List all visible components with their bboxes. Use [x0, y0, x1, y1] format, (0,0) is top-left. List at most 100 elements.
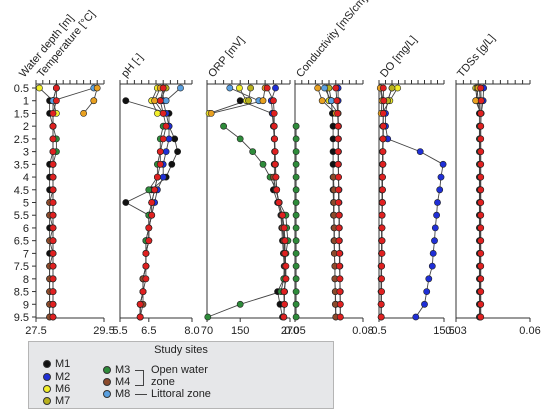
legend-dot-m6	[43, 385, 51, 393]
series-line-m3	[207, 125, 289, 318]
data-point-m2	[159, 173, 167, 181]
data-point-m10	[378, 262, 385, 270]
data-point-m10	[335, 224, 343, 232]
open-water-bracket	[135, 370, 144, 386]
x-tick-label: 6.5	[141, 325, 156, 337]
data-point-m10	[49, 224, 57, 232]
data-point-m6	[235, 84, 243, 92]
data-point-m3	[292, 249, 300, 257]
legend: Study sites M1 M2 M6 M7 M3 M4 M8 Open wa…	[28, 341, 334, 409]
data-point-m10	[477, 211, 485, 219]
series-line-m4	[139, 177, 158, 318]
data-point-m3	[249, 148, 257, 155]
data-point-m10	[271, 135, 278, 143]
data-point-m6	[36, 84, 43, 92]
data-point-m10	[477, 288, 485, 295]
data-point-m2	[429, 249, 437, 257]
data-point-m10	[335, 211, 343, 219]
data-point-m10	[477, 300, 485, 308]
data-point-m10	[159, 84, 167, 92]
data-point-m10	[159, 135, 167, 143]
data-point-m10	[335, 262, 343, 270]
panel-label-cond: Conductivity [mS/cm]	[294, 0, 370, 80]
legend-title: Study sites	[154, 344, 208, 356]
data-point-m9	[314, 84, 322, 92]
x-tick-label: 8.0	[184, 325, 199, 337]
data-point-m10	[334, 135, 342, 143]
data-point-m9	[259, 97, 267, 105]
data-point-m10	[148, 211, 156, 219]
data-point-m10	[153, 173, 161, 181]
data-point-m10	[142, 262, 150, 270]
legend-label-m8: M8	[115, 388, 131, 400]
series-line-m8	[229, 87, 260, 102]
data-point-m9	[318, 97, 326, 105]
y-tick-label: 2.5	[14, 134, 29, 146]
data-point-m10	[379, 135, 387, 143]
y-tick-label: 7.5	[14, 261, 29, 273]
y-tick-label: 9.5	[14, 312, 29, 324]
data-point-m3	[292, 275, 300, 283]
data-point-m10	[271, 160, 279, 168]
data-point-m3	[292, 313, 300, 321]
legend-label-m3: M3	[115, 364, 131, 376]
data-point-m10	[477, 313, 485, 321]
data-point-m3	[292, 211, 300, 219]
open-water-label: Open water zone	[151, 364, 208, 388]
panel-label-ph: pH [-]	[119, 52, 145, 80]
legend-entry-m6: M6	[43, 383, 70, 395]
data-point-m10	[477, 199, 485, 206]
data-point-m10	[49, 173, 57, 181]
data-point-m10	[477, 224, 485, 232]
y-tick-label: 1.5	[14, 108, 29, 120]
data-point-m10	[272, 173, 280, 181]
legend-entry-m3: M3	[103, 364, 130, 376]
data-point-m10	[379, 186, 386, 194]
x-tick-label: 150	[231, 325, 249, 337]
data-point-m10	[281, 300, 288, 308]
y-tick-label: 6.5	[14, 236, 29, 248]
x-tick-label: 15.5	[433, 325, 454, 337]
data-point-m1	[168, 160, 176, 168]
data-point-m10	[335, 249, 343, 257]
data-point-m10	[477, 122, 485, 130]
data-point-m10	[336, 275, 344, 283]
data-point-m10	[379, 110, 387, 117]
legend-dot-m4	[103, 378, 111, 386]
data-point-m10	[159, 110, 167, 117]
x-tick-label: 0.05	[284, 325, 305, 337]
data-point-m10	[334, 148, 342, 155]
legend-dot-m1	[43, 360, 51, 368]
data-point-m3	[292, 237, 300, 245]
data-point-m8	[327, 97, 335, 105]
y-tick-label: 8.5	[14, 287, 29, 299]
x-tick-label: 5.5	[112, 325, 127, 337]
panel-cond: 0.05 0.08 Conductivity [mS/cm]	[284, 0, 373, 337]
panel-label-orp: ORP [mV]	[206, 34, 247, 79]
data-point-m10	[379, 122, 387, 130]
y-tick-label: 5.5	[14, 210, 29, 222]
data-point-m10	[280, 313, 288, 321]
data-point-m10	[378, 224, 386, 232]
data-point-m10	[377, 300, 385, 308]
data-point-m10	[379, 148, 387, 155]
data-point-m3	[292, 262, 300, 270]
data-point-m9	[90, 97, 98, 105]
x-tick-label: 0.03	[445, 325, 466, 337]
data-point-m10	[477, 275, 485, 283]
data-point-m10	[275, 199, 283, 206]
data-point-m10	[269, 97, 277, 105]
data-point-m3	[292, 199, 300, 206]
data-point-m8	[226, 84, 234, 92]
data-point-m10	[49, 300, 57, 308]
panel-label-do: DO [mg/L]	[378, 34, 419, 80]
data-point-m10	[336, 288, 344, 295]
legend-label-m1: M1	[55, 358, 71, 370]
data-point-m10	[335, 186, 342, 194]
data-point-m3	[292, 135, 300, 143]
data-point-m10	[334, 110, 341, 117]
data-point-m10	[49, 110, 57, 117]
data-point-m2	[433, 211, 440, 219]
data-point-m10	[379, 173, 386, 181]
